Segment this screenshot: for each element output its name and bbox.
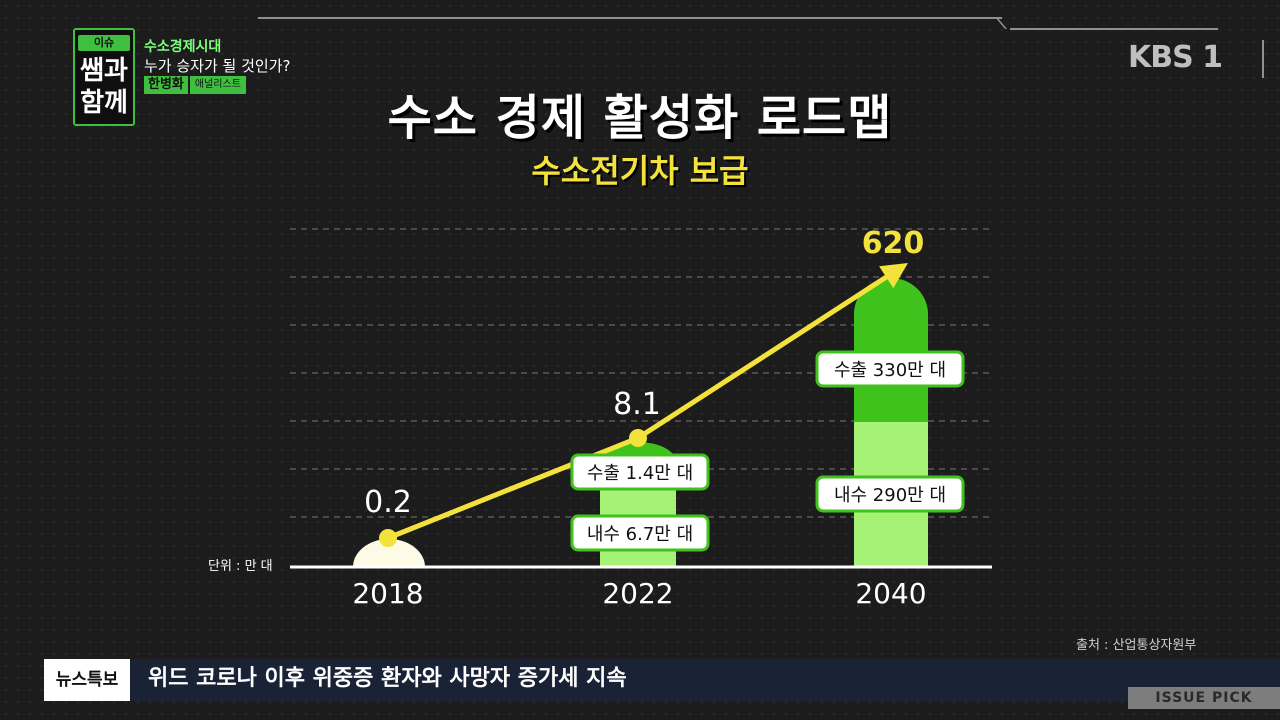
- unit-label: 단위 : 만 대: [208, 559, 273, 574]
- guest-role: 애널리스트: [189, 76, 246, 94]
- label-2040-domestic: 내수 290만 대: [815, 475, 965, 513]
- total-label-2040: 620: [862, 226, 925, 261]
- total-label-2022: 8.1: [613, 387, 661, 422]
- total-label-2018: 0.2: [364, 485, 412, 520]
- issue-pick-badge: ISSUE PICK: [1128, 687, 1280, 709]
- trend-arrow-head: [879, 263, 908, 289]
- x-tick-2022: 2022: [602, 577, 673, 610]
- show-logo-line2: 함께: [80, 88, 128, 118]
- show-logo: 이슈 PICK 쌤과 함께: [73, 28, 135, 126]
- topic-line2: 누가 승자가 될 것인가?: [144, 57, 291, 75]
- source-credit: 출처 : 산업통상자원부: [1076, 638, 1197, 653]
- x-tick-2040: 2040: [855, 577, 926, 610]
- topic-line1: 수소경제시대: [144, 39, 222, 55]
- ticker-label: 뉴스특보: [44, 659, 130, 701]
- show-logo-line1: 쌤과: [80, 56, 128, 86]
- show-logo-badge: 이슈 PICK: [78, 35, 130, 65]
- label-2022-domestic: 내수 6.7만 대: [570, 514, 710, 552]
- news-ticker: 뉴스특보 위드 코로나 이후 위중증 환자와 사망자 증가세 지속: [44, 659, 1280, 701]
- trend-line-segment-2: [636, 272, 891, 441]
- chart-title: 수소 경제 활성화 로드맵: [387, 90, 893, 146]
- label-2022-export: 수출 1.4만 대: [570, 453, 710, 491]
- guest-caption: 한병화 애널리스트: [144, 76, 246, 94]
- ticker-text: 위드 코로나 이후 위중증 환자와 사망자 증가세 지속: [148, 666, 627, 691]
- label-2040-export: 수출 330만 대: [815, 350, 965, 388]
- x-tick-2018: 2018: [352, 577, 423, 610]
- guest-name: 한병화: [144, 76, 188, 94]
- label-2022-domestic-text: 내수 6.7만 대: [587, 524, 693, 545]
- frame-line-side: [1262, 40, 1264, 78]
- frame-line-top: [258, 17, 1002, 19]
- label-2022-export-text: 수출 1.4만 대: [587, 463, 693, 484]
- trend-point-2022: [629, 429, 647, 447]
- chart-subtitle: 수소전기차 보급: [531, 152, 749, 190]
- label-2040-domestic-text: 내수 290만 대: [834, 485, 946, 506]
- bar-2018-domestic: [353, 539, 425, 567]
- frame-line-right: [1010, 28, 1218, 30]
- label-2040-export-text: 수출 330만 대: [834, 360, 946, 381]
- broadcaster-logo: KBS 1: [1128, 40, 1223, 75]
- trend-point-2018: [379, 529, 397, 547]
